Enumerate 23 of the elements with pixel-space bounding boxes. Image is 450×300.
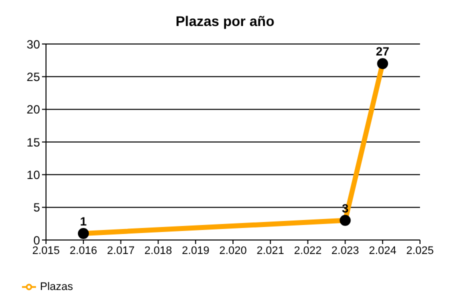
data-label: 27	[376, 44, 390, 59]
y-tick-label: 15	[26, 135, 40, 150]
x-tick-label: 2.025	[406, 244, 434, 257]
x-tick-label: 2.022	[294, 244, 322, 257]
x-tick-label: 2.019	[182, 244, 210, 257]
data-label: 3	[342, 201, 349, 216]
x-tick-label: 2.020	[219, 244, 247, 257]
y-tick-label: 10	[26, 168, 40, 182]
data-label: 1	[80, 214, 88, 228]
x-tick-label: 2.015	[32, 244, 60, 257]
y-tick-label: 25	[26, 70, 40, 84]
x-tick-label: 2.018	[144, 244, 172, 257]
y-tick-label: 5	[33, 200, 40, 215]
x-tick-label: 2.024	[368, 244, 396, 257]
legend-label: Plazas	[40, 280, 74, 293]
y-tick-label: 20	[26, 102, 40, 117]
x-tick-label: 2.021	[256, 244, 284, 257]
y-tick-label: 30	[26, 37, 40, 52]
x-tick-label: 2.017	[107, 244, 135, 257]
y-tick-label: 0	[33, 233, 40, 248]
x-tick-label: 2.016	[70, 244, 98, 257]
x-tick-label: 2.023	[331, 244, 359, 257]
chart-title: Plazas por año	[174, 12, 276, 31]
